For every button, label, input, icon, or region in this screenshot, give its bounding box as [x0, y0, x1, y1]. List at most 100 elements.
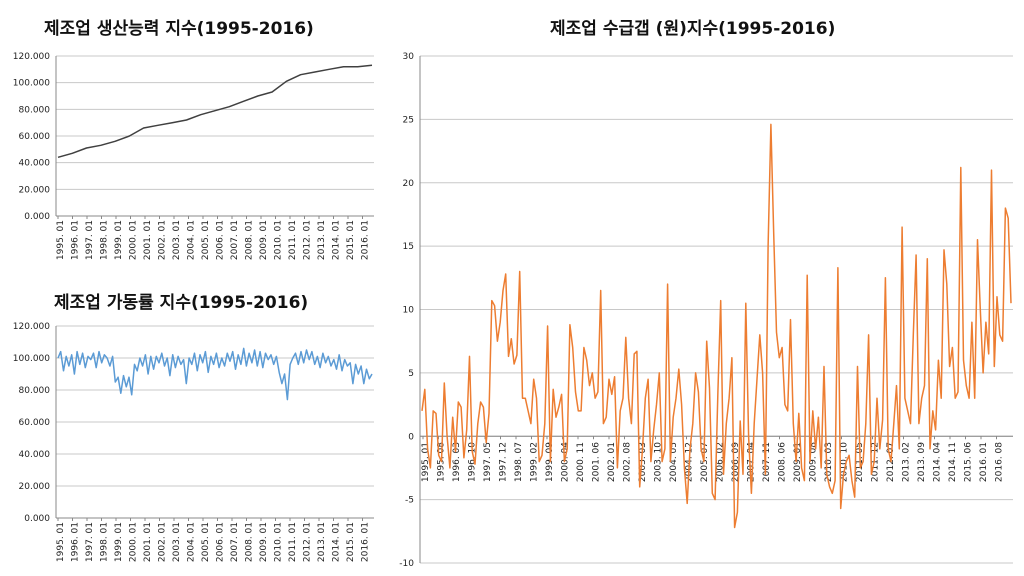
series-line-0 — [421, 123, 1012, 529]
x-tick-label: 1997. 05 — [483, 442, 493, 482]
y-tick-label: 80.000 — [19, 105, 51, 115]
x-tick-label: 1998. 01 — [100, 220, 110, 260]
y-tick-label: 100.000 — [13, 354, 50, 364]
x-tick-label: 2013. 09 — [917, 442, 927, 482]
x-tick-label: 2005. 01 — [201, 220, 211, 260]
y-tick-label: 0.000 — [24, 514, 50, 524]
x-tick-label: 1998. 07 — [514, 442, 524, 482]
y-tick-label: 120.000 — [13, 52, 50, 62]
x-tick-label: 2006. 09 — [731, 442, 741, 482]
x-tick-label: 2002. 01 — [607, 442, 617, 482]
y-tick-label: 0.000 — [24, 212, 50, 222]
x-tick-label: 1997. 12 — [499, 442, 509, 482]
x-tick-label: 1996. 10 — [468, 442, 478, 482]
x-tick-label: 2009. 01 — [259, 522, 269, 562]
y-tick-label: 40.000 — [19, 159, 51, 169]
y-tick-label: 5 — [408, 369, 414, 379]
x-tick-label: 2015. 01 — [346, 220, 356, 260]
x-tick-label: 2006. 01 — [216, 522, 226, 562]
x-tick-label: 2000. 01 — [129, 522, 139, 562]
x-tick-label: 1996. 01 — [71, 220, 81, 260]
x-tick-label: 2007. 11 — [762, 442, 772, 482]
series-line-0 — [57, 347, 373, 401]
y-tick-label: 60.000 — [19, 132, 51, 142]
x-tick-label: 2010. 10 — [840, 442, 850, 482]
x-tick-label: 2001. 01 — [143, 220, 153, 260]
x-tick-label: 2002. 01 — [158, 522, 168, 562]
x-tick-label: 1997. 01 — [85, 220, 95, 260]
x-tick-label: 2011. 01 — [288, 220, 298, 260]
x-tick-label: 2011. 01 — [288, 522, 298, 562]
x-tick-label: 1998. 01 — [100, 522, 110, 562]
x-tick-label: 2007. 01 — [230, 220, 240, 260]
y-tick-label: 40.000 — [19, 450, 51, 460]
x-tick-label: 2016. 01 — [979, 442, 989, 482]
x-tick-label: 2011. 12 — [871, 442, 881, 482]
y-tick-label: 20.000 — [19, 185, 51, 195]
x-tick-label: 2005. 07 — [700, 442, 710, 482]
y-tick-label: 60.000 — [19, 418, 51, 428]
x-tick-label: 2002. 01 — [158, 220, 168, 260]
x-tick-label: 2014. 01 — [332, 220, 342, 260]
x-tick-label: 2001. 06 — [592, 442, 602, 482]
y-tick-label: 120.000 — [13, 322, 50, 332]
x-tick-label: 2013. 01 — [317, 220, 327, 260]
x-tick-label: 1997. 01 — [85, 522, 95, 562]
y-tick-label: 10 — [403, 306, 415, 316]
x-tick-label: 2007. 01 — [230, 522, 240, 562]
x-tick-label: 2003. 10 — [654, 442, 664, 482]
x-tick-label: 2013. 02 — [902, 442, 912, 482]
x-tick-label: 2016. 01 — [361, 522, 371, 562]
x-tick-label: 1995. 01 — [56, 522, 66, 562]
x-tick-label: 2010. 03 — [824, 442, 834, 482]
y-tick-label: 25 — [403, 115, 414, 125]
x-tick-label: 2002. 08 — [623, 442, 633, 482]
x-tick-label: 2003. 01 — [172, 522, 182, 562]
chart-title-capacity: 제조업 생산능력 지수(1995-2016) — [44, 19, 314, 39]
x-tick-label: 2014. 04 — [933, 442, 943, 482]
x-tick-label: 1995. 01 — [56, 220, 66, 260]
x-tick-label: 2012. 01 — [303, 522, 313, 562]
chart-0: 0.000 20.000 40.000 60.000 80.000 100.000 120.… — [13, 52, 374, 260]
x-tick-label: 2005. 01 — [201, 522, 211, 562]
x-tick-label: 2007. 04 — [747, 442, 757, 482]
x-tick-label: 2016. 08 — [995, 442, 1005, 482]
y-tick-label: -5 — [405, 496, 414, 506]
y-tick-label: 30 — [403, 52, 415, 62]
x-tick-label: 2003. 01 — [172, 220, 182, 260]
x-tick-label: 2006. 02 — [716, 442, 726, 482]
x-tick-label: 1996. 03 — [452, 442, 462, 482]
y-tick-label: 80.000 — [19, 386, 51, 396]
x-tick-label: 2008. 06 — [778, 442, 788, 482]
x-tick-label: 2003. 03 — [638, 442, 648, 482]
x-tick-label: 1999. 01 — [114, 220, 124, 260]
x-tick-label: 2000. 11 — [576, 442, 586, 482]
x-tick-label: 1996. 01 — [71, 522, 81, 562]
x-tick-label: 1995. 01 — [421, 442, 431, 482]
x-tick-label: 2015. 06 — [964, 442, 974, 482]
x-tick-label: 2014. 01 — [332, 522, 342, 562]
x-tick-label: 2010. 01 — [274, 522, 284, 562]
x-tick-label: 2009. 08 — [809, 442, 819, 482]
x-tick-label: 2008. 01 — [245, 522, 255, 562]
x-tick-label: 2013. 01 — [317, 522, 327, 562]
x-tick-label: 2012. 01 — [303, 220, 313, 260]
y-tick-label: 15 — [403, 242, 414, 252]
y-tick-label: 100.000 — [13, 79, 50, 89]
x-tick-label: 1999. 01 — [114, 522, 124, 562]
x-tick-label: 2008. 01 — [245, 220, 255, 260]
x-tick-label: 2009. 01 — [793, 442, 803, 482]
x-tick-label: 2009. 01 — [259, 220, 269, 260]
x-tick-label: 2004. 01 — [187, 220, 197, 260]
x-tick-label: 2006. 01 — [216, 220, 226, 260]
x-tick-label: 2000. 01 — [129, 220, 139, 260]
x-tick-label: 2004. 05 — [669, 442, 679, 482]
y-tick-label: 0 — [408, 432, 414, 442]
x-tick-label: 2016. 01 — [361, 220, 371, 260]
x-tick-label: 2015. 01 — [346, 522, 356, 562]
y-tick-label: 20 — [403, 179, 415, 189]
x-tick-label: 2010. 01 — [274, 220, 284, 260]
chart-title-supply-gap: 제조업 수급갭 (원)지수(1995-2016) — [550, 19, 836, 39]
x-tick-label: 2004. 01 — [187, 522, 197, 562]
